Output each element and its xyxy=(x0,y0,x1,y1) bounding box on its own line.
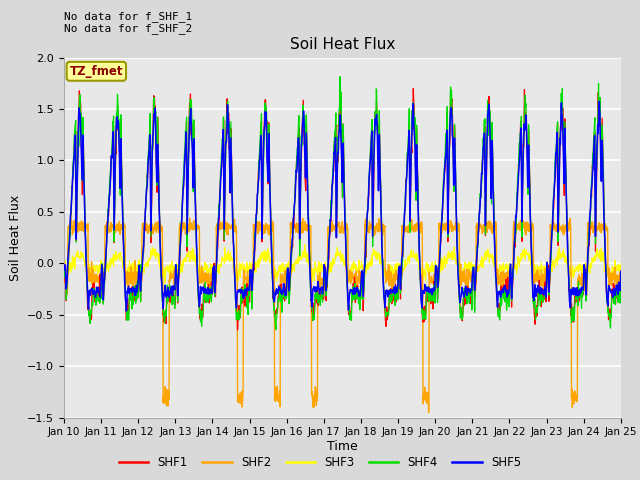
SHF3 xyxy=(301,241,308,247)
SHF5 xyxy=(602,248,609,253)
SHF4 xyxy=(316,302,324,308)
SHF2 xyxy=(60,280,68,286)
SHF1 xyxy=(499,291,507,297)
SHF5 xyxy=(499,288,506,294)
X-axis label: Time: Time xyxy=(327,440,358,453)
SHF5 xyxy=(601,240,609,246)
SHF4 xyxy=(499,292,507,298)
SHF3 xyxy=(161,280,168,286)
SHF2 xyxy=(602,221,609,227)
SHF4 xyxy=(272,326,280,332)
Text: No data for f_SHF_1
No data for f_SHF_2: No data for f_SHF_1 No data for f_SHF_2 xyxy=(64,11,192,34)
SHF1 xyxy=(601,235,609,240)
SHF5 xyxy=(316,286,324,291)
SHF3 xyxy=(332,254,339,260)
SHF2 xyxy=(601,224,609,229)
SHF2 xyxy=(88,275,96,281)
Y-axis label: Soil Heat Flux: Soil Heat Flux xyxy=(9,194,22,281)
SHF4 xyxy=(602,255,609,261)
SHF5 xyxy=(595,98,603,104)
Legend: SHF1, SHF2, SHF3, SHF4, SHF5: SHF1, SHF2, SHF3, SHF4, SHF5 xyxy=(114,452,526,474)
SHF4 xyxy=(336,74,344,80)
SHF5 xyxy=(60,266,68,272)
SHF5 xyxy=(331,144,339,149)
SHF3 xyxy=(601,263,609,269)
SHF4 xyxy=(88,300,96,306)
SHF5 xyxy=(88,286,96,292)
Line: SHF5: SHF5 xyxy=(64,101,621,311)
SHF4 xyxy=(60,264,68,269)
SHF4 xyxy=(617,280,625,286)
SHF2 xyxy=(617,274,625,280)
SHF2 xyxy=(316,287,324,293)
SHF3 xyxy=(617,260,625,266)
SHF4 xyxy=(601,245,609,251)
SHF3 xyxy=(88,268,96,274)
SHF3 xyxy=(499,266,507,272)
Line: SHF4: SHF4 xyxy=(64,77,621,329)
Line: SHF3: SHF3 xyxy=(64,244,621,283)
SHF1 xyxy=(331,143,339,148)
SHF1 xyxy=(316,292,324,298)
SHF2 xyxy=(186,216,193,221)
SHF3 xyxy=(60,263,68,268)
SHF4 xyxy=(331,132,339,137)
SHF1 xyxy=(410,86,417,92)
SHF5 xyxy=(122,308,130,314)
SHF5 xyxy=(617,268,625,274)
SHF1 xyxy=(88,287,96,292)
SHF1 xyxy=(617,279,625,285)
SHF3 xyxy=(602,264,609,270)
SHF1 xyxy=(60,262,68,267)
SHF2 xyxy=(499,280,507,286)
SHF1 xyxy=(602,250,609,255)
Title: Soil Heat Flux: Soil Heat Flux xyxy=(290,37,395,52)
SHF1 xyxy=(234,327,241,333)
Text: TZ_fmet: TZ_fmet xyxy=(70,65,123,78)
SHF3 xyxy=(317,262,324,268)
SHF2 xyxy=(331,225,339,230)
SHF2 xyxy=(425,409,433,415)
Line: SHF1: SHF1 xyxy=(64,89,621,330)
Line: SHF2: SHF2 xyxy=(64,218,621,412)
